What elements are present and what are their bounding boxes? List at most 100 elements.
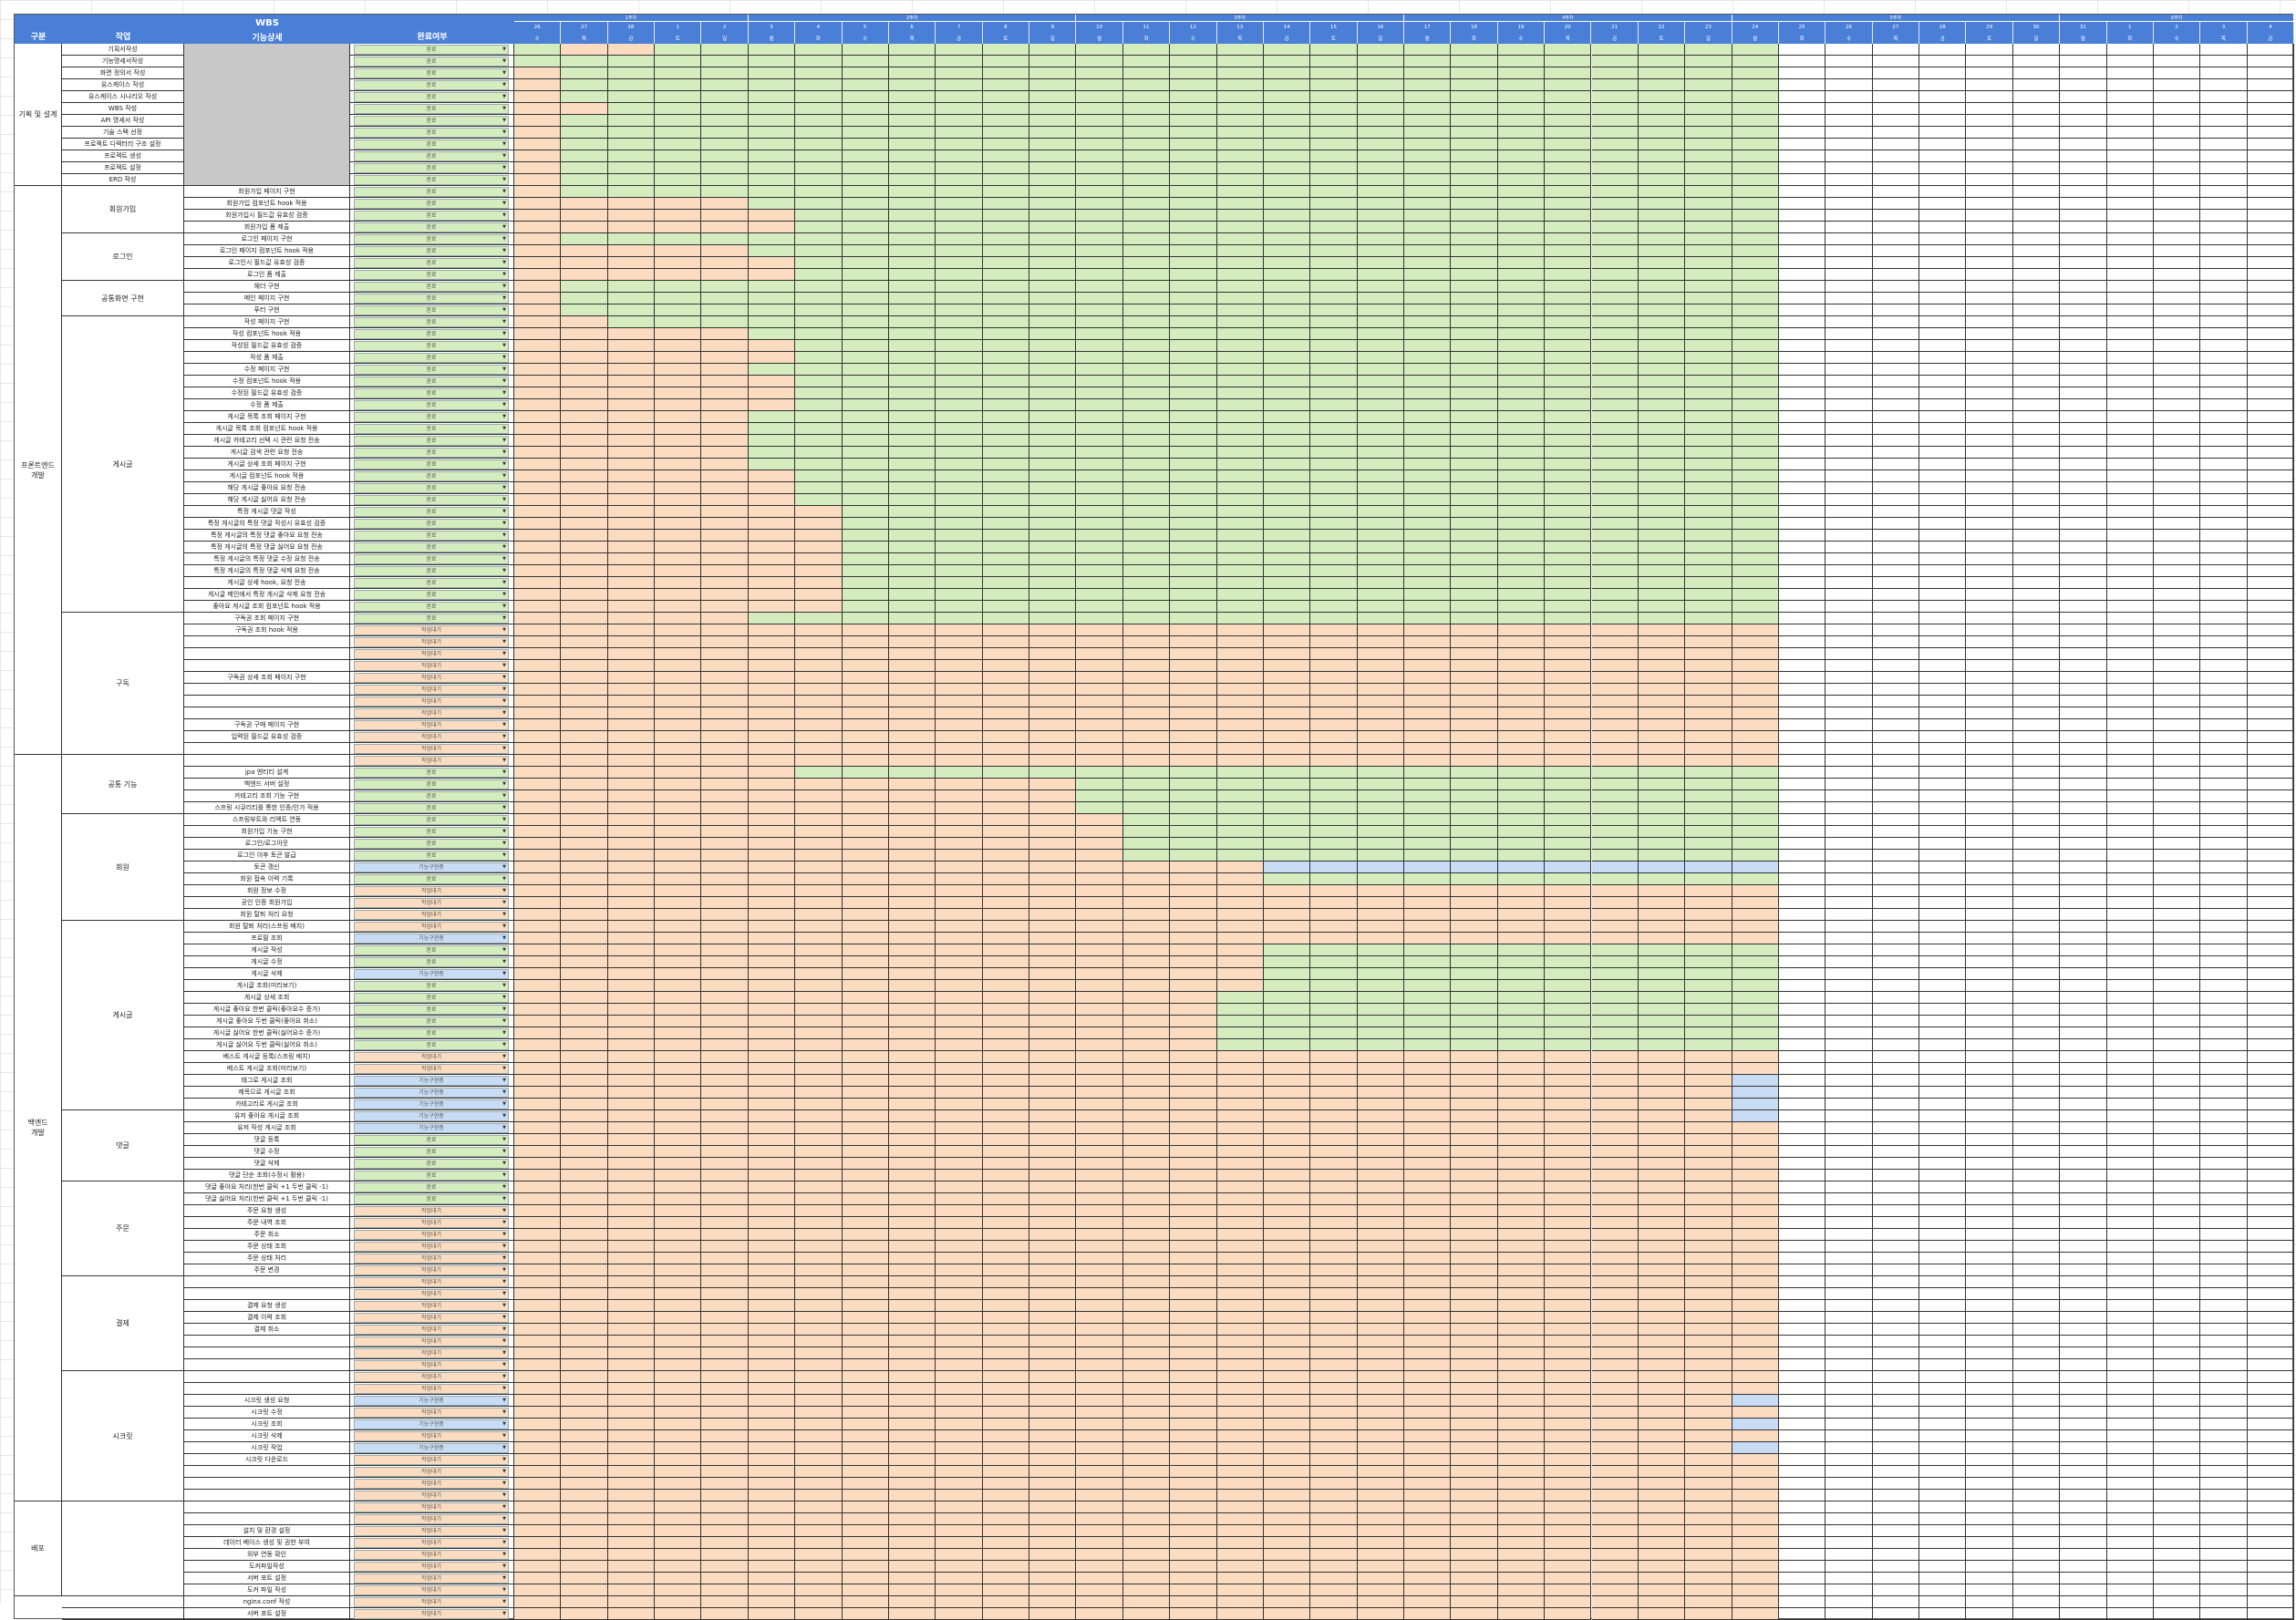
gantt-cell[interactable] xyxy=(1076,1241,1122,1253)
gantt-cell[interactable] xyxy=(843,731,889,743)
gantt-cell[interactable] xyxy=(1685,233,1732,245)
gantt-cell[interactable] xyxy=(608,992,655,1004)
gantt-cell[interactable] xyxy=(655,210,701,222)
gantt-cell[interactable] xyxy=(1825,1324,1872,1336)
gantt-cell[interactable] xyxy=(1498,1039,1545,1051)
gantt-cell[interactable] xyxy=(1639,850,1685,862)
gantt-cell[interactable] xyxy=(1825,139,1872,150)
gantt-cell[interactable] xyxy=(514,316,561,328)
gantt-cell[interactable] xyxy=(1029,293,1076,304)
gantt-cell[interactable] xyxy=(936,103,982,115)
gantt-cell[interactable] xyxy=(2154,850,2200,862)
gantt-cell[interactable] xyxy=(1873,257,1919,269)
gantt-cell[interactable] xyxy=(2107,553,2154,565)
gantt-cell[interactable] xyxy=(936,233,982,245)
gantt-cell[interactable] xyxy=(1966,423,2012,435)
gantt-cell[interactable] xyxy=(843,921,889,933)
gantt-cell[interactable] xyxy=(749,103,795,115)
gantt-cell[interactable] xyxy=(1732,1217,1779,1229)
gantt-cell[interactable] xyxy=(1825,589,1872,601)
gantt-cell[interactable] xyxy=(2013,1134,2060,1146)
gantt-cell[interactable] xyxy=(2200,1099,2247,1110)
gantt-cell[interactable] xyxy=(1498,672,1545,684)
gantt-cell[interactable] xyxy=(1919,719,1966,731)
gantt-cell[interactable] xyxy=(983,162,1029,174)
gantt-cell[interactable] xyxy=(1919,660,1966,672)
gantt-cell[interactable] xyxy=(749,1300,795,1312)
gantt-cell[interactable] xyxy=(889,364,936,376)
gantt-cell[interactable] xyxy=(983,387,1029,399)
gantt-cell[interactable] xyxy=(2013,115,2060,127)
gantt-cell[interactable] xyxy=(2200,293,2247,304)
gantt-cell[interactable] xyxy=(2248,885,2294,897)
gantt-cell[interactable] xyxy=(1779,1288,1825,1300)
gantt-cell[interactable] xyxy=(1404,399,1451,411)
status-dropdown[interactable]: 완료▼ xyxy=(354,151,509,161)
gantt-cell[interactable] xyxy=(1076,731,1122,743)
gantt-cell[interactable] xyxy=(2248,1229,2294,1241)
gantt-cell[interactable] xyxy=(889,1253,936,1264)
gantt-cell[interactable] xyxy=(1217,387,1264,399)
status-dropdown[interactable]: 작업대기▼ xyxy=(354,1206,509,1216)
gantt-cell[interactable] xyxy=(749,944,795,956)
gantt-cell[interactable] xyxy=(1592,992,1639,1004)
gantt-cell[interactable] xyxy=(1685,245,1732,257)
gantt-cell[interactable] xyxy=(795,162,842,174)
gantt-cell[interactable] xyxy=(2200,873,2247,885)
gantt-cell[interactable] xyxy=(1451,719,1497,731)
gantt-cell[interactable] xyxy=(2154,340,2200,352)
gantt-cell[interactable] xyxy=(1919,921,1966,933)
gantt-cell[interactable] xyxy=(1685,222,1732,233)
gantt-cell[interactable] xyxy=(1966,826,2012,838)
gantt-cell[interactable] xyxy=(1498,933,1545,944)
gantt-cell[interactable] xyxy=(2154,1099,2200,1110)
gantt-cell[interactable] xyxy=(749,1016,795,1027)
gantt-cell[interactable] xyxy=(655,850,701,862)
gantt-cell[interactable] xyxy=(983,1158,1029,1170)
gantt-cell[interactable] xyxy=(2248,850,2294,862)
gantt-cell[interactable] xyxy=(1123,1205,1170,1217)
gantt-cell[interactable] xyxy=(1966,1324,2012,1336)
gantt-cell[interactable] xyxy=(1873,340,1919,352)
gantt-cell[interactable] xyxy=(1076,1288,1122,1300)
gantt-cell[interactable] xyxy=(1545,1087,1591,1099)
gantt-cell[interactable] xyxy=(795,186,842,198)
gantt-cell[interactable] xyxy=(2060,1110,2106,1122)
gantt-cell[interactable] xyxy=(1123,328,1170,340)
gantt-cell[interactable] xyxy=(514,933,561,944)
gantt-cell[interactable] xyxy=(701,1205,748,1217)
gantt-cell[interactable] xyxy=(1592,636,1639,648)
gantt-cell[interactable] xyxy=(1358,530,1404,542)
gantt-cell[interactable] xyxy=(1310,245,1357,257)
gantt-cell[interactable] xyxy=(1123,1253,1170,1264)
gantt-cell[interactable] xyxy=(1592,174,1639,186)
gantt-cell[interactable] xyxy=(1170,1110,1216,1122)
gantt-cell[interactable] xyxy=(1358,352,1404,364)
gantt-cell[interactable] xyxy=(1545,980,1591,992)
gantt-cell[interactable] xyxy=(795,755,842,767)
gantt-cell[interactable] xyxy=(701,802,748,814)
status-dropdown[interactable]: 작업대기▼ xyxy=(354,696,509,707)
gantt-cell[interactable] xyxy=(1264,506,1310,518)
gantt-cell[interactable] xyxy=(2248,316,2294,328)
gantt-cell[interactable] xyxy=(1592,565,1639,577)
gantt-cell[interactable] xyxy=(701,127,748,139)
gantt-cell[interactable] xyxy=(983,423,1029,435)
gantt-cell[interactable] xyxy=(1358,1300,1404,1312)
gantt-cell[interactable] xyxy=(1264,944,1310,956)
gantt-cell[interactable] xyxy=(1639,1158,1685,1170)
gantt-cell[interactable] xyxy=(1639,719,1685,731)
gantt-cell[interactable] xyxy=(1498,779,1545,790)
gantt-cell[interactable] xyxy=(1076,67,1122,79)
gantt-cell[interactable] xyxy=(795,779,842,790)
gantt-cell[interactable] xyxy=(1029,944,1076,956)
gantt-cell[interactable] xyxy=(1264,1051,1310,1063)
gantt-cell[interactable] xyxy=(1685,826,1732,838)
gantt-cell[interactable] xyxy=(1310,636,1357,648)
gantt-cell[interactable] xyxy=(843,672,889,684)
gantt-cell[interactable] xyxy=(749,1229,795,1241)
gantt-cell[interactable] xyxy=(889,743,936,755)
gantt-cell[interactable] xyxy=(1498,1158,1545,1170)
gantt-cell[interactable] xyxy=(749,814,795,826)
gantt-cell[interactable] xyxy=(1779,956,1825,968)
